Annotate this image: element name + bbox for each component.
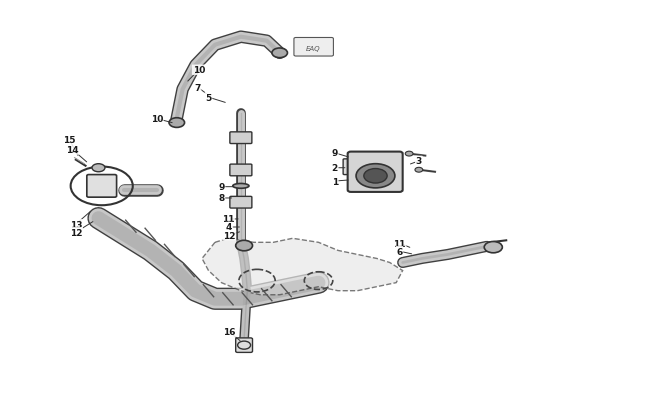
Circle shape xyxy=(415,168,422,173)
PathPatch shape xyxy=(202,239,402,295)
FancyBboxPatch shape xyxy=(294,38,333,57)
Text: 10: 10 xyxy=(192,66,205,75)
Text: 14: 14 xyxy=(66,146,79,155)
Text: 9: 9 xyxy=(332,149,338,158)
FancyBboxPatch shape xyxy=(348,152,402,192)
FancyBboxPatch shape xyxy=(343,160,362,175)
Text: 8: 8 xyxy=(218,194,224,203)
Circle shape xyxy=(405,152,413,157)
Circle shape xyxy=(272,49,287,58)
Text: 15: 15 xyxy=(63,136,75,145)
Circle shape xyxy=(364,169,387,183)
Text: 7: 7 xyxy=(194,83,201,92)
Text: 4: 4 xyxy=(226,223,233,232)
Text: 16: 16 xyxy=(223,328,235,337)
FancyBboxPatch shape xyxy=(230,165,252,176)
Text: 5: 5 xyxy=(205,94,212,102)
Ellipse shape xyxy=(233,184,249,189)
FancyBboxPatch shape xyxy=(230,197,252,209)
Circle shape xyxy=(92,164,105,173)
Text: 6: 6 xyxy=(396,247,402,256)
Circle shape xyxy=(484,242,502,253)
Text: 1: 1 xyxy=(332,177,338,186)
Text: 13: 13 xyxy=(70,220,82,229)
Text: EAQ: EAQ xyxy=(306,46,320,52)
FancyBboxPatch shape xyxy=(230,132,252,144)
Circle shape xyxy=(169,118,185,128)
Text: 2: 2 xyxy=(332,164,338,173)
FancyBboxPatch shape xyxy=(236,338,252,352)
Circle shape xyxy=(356,164,395,188)
Text: 11: 11 xyxy=(393,239,406,248)
Text: 3: 3 xyxy=(416,157,422,166)
Text: 12: 12 xyxy=(223,231,235,240)
Text: 11: 11 xyxy=(222,215,234,224)
FancyBboxPatch shape xyxy=(87,175,116,198)
Text: 9: 9 xyxy=(218,183,225,192)
Text: 10: 10 xyxy=(151,115,163,124)
Text: 12: 12 xyxy=(70,228,82,237)
Circle shape xyxy=(236,241,252,251)
